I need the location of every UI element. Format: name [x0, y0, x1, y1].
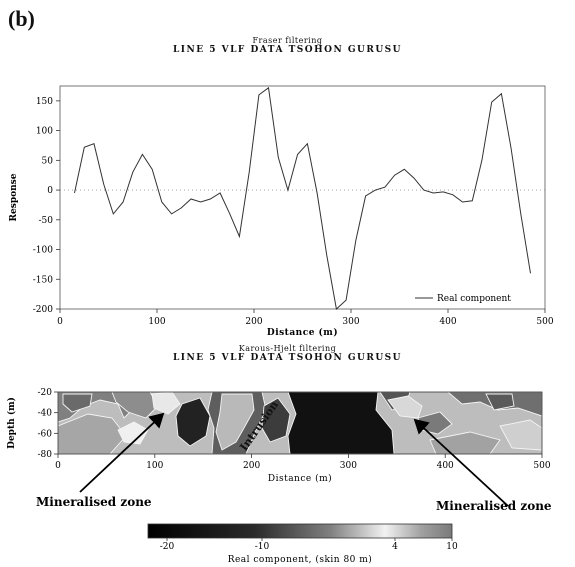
plot-frame	[59, 85, 546, 310]
x-tick-label: 100	[146, 461, 163, 471]
heatmap-frame	[57, 391, 543, 455]
contour-region	[499, 419, 542, 451]
x-axis-label: Distance (m)	[267, 327, 338, 338]
x-tick-label: 300	[340, 461, 357, 471]
y-axis-label: Depth (m)	[6, 397, 17, 449]
contour-region	[287, 392, 395, 454]
colorbar	[147, 523, 453, 539]
mineralised-arrow-left	[79, 412, 165, 493]
contour-region	[485, 393, 515, 411]
y-tick-label: -150	[33, 275, 53, 285]
contour-region	[111, 392, 159, 419]
y-tick-label: -20	[38, 388, 53, 398]
mineralised-arrow-right	[413, 418, 509, 507]
colorbar-label: Real component, (skin 80 m)	[228, 554, 373, 565]
y-tick-label: -60	[38, 429, 53, 439]
contour-region	[62, 393, 93, 413]
x-tick-label: 200	[243, 461, 260, 471]
x-axis-label: Distance (m)	[268, 473, 332, 484]
colorbar-tick-label: -20	[160, 542, 175, 552]
y-tick-label: -100	[33, 246, 53, 256]
y-tick-label: -50	[39, 216, 54, 226]
mineralised-zone-label-left: Mineralised zone	[36, 495, 152, 509]
y-tick-label: 100	[36, 127, 53, 137]
x-tick-label: 200	[245, 317, 262, 327]
top-chart-title: LINE 5 VLF DATA TSOHON GURUSU	[172, 45, 403, 55]
contour-region	[117, 421, 149, 445]
y-tick-label: -80	[38, 450, 53, 460]
contour-region	[175, 397, 211, 447]
y-tick-label: 50	[42, 156, 54, 166]
heatmap-chart: -20 -40 -60 -800 100 200 300 400 500 Distance (m)…	[6, 388, 552, 565]
colorbar-tick-label: -10	[255, 542, 270, 552]
x-tick-label: 400	[437, 461, 454, 471]
contour-region	[261, 397, 291, 443]
x-tick-label: 400	[439, 317, 456, 327]
x-tick-label: 300	[342, 317, 359, 327]
x-tick-label: 100	[148, 317, 165, 327]
contour-region	[429, 431, 501, 454]
colorbar-tick-label: 10	[446, 542, 458, 552]
colorbar-tick-label: 4	[392, 542, 398, 552]
y-tick-label: -200	[33, 305, 53, 315]
bottom-chart-title: LINE 5 VLF DATA TSOHON GURUSU	[172, 353, 403, 363]
x-tick-label: 500	[533, 461, 550, 471]
contour-region	[215, 393, 255, 451]
x-tick-label: 500	[536, 317, 553, 327]
y-tick-label: 150	[36, 97, 53, 107]
y-axis-label: Response	[9, 173, 19, 221]
x-tick-label: 0	[57, 317, 63, 327]
series-line-real-component	[74, 86, 531, 310]
top-chart-subtitle: Fraser filtering	[252, 36, 323, 45]
y-tick-label: 0	[47, 186, 53, 196]
mineralised-zone-label-right: Mineralised zone	[436, 499, 552, 513]
legend-label: Real component	[437, 294, 511, 304]
panel-label: (b)	[8, 6, 35, 31]
heatmap-field	[58, 392, 542, 454]
y-tick-label: -40	[38, 409, 53, 419]
x-tick-label: 0	[55, 461, 61, 471]
contour-region	[387, 395, 423, 419]
bottom-chart-subtitle: Karous-Hjelt filtering	[238, 344, 337, 353]
